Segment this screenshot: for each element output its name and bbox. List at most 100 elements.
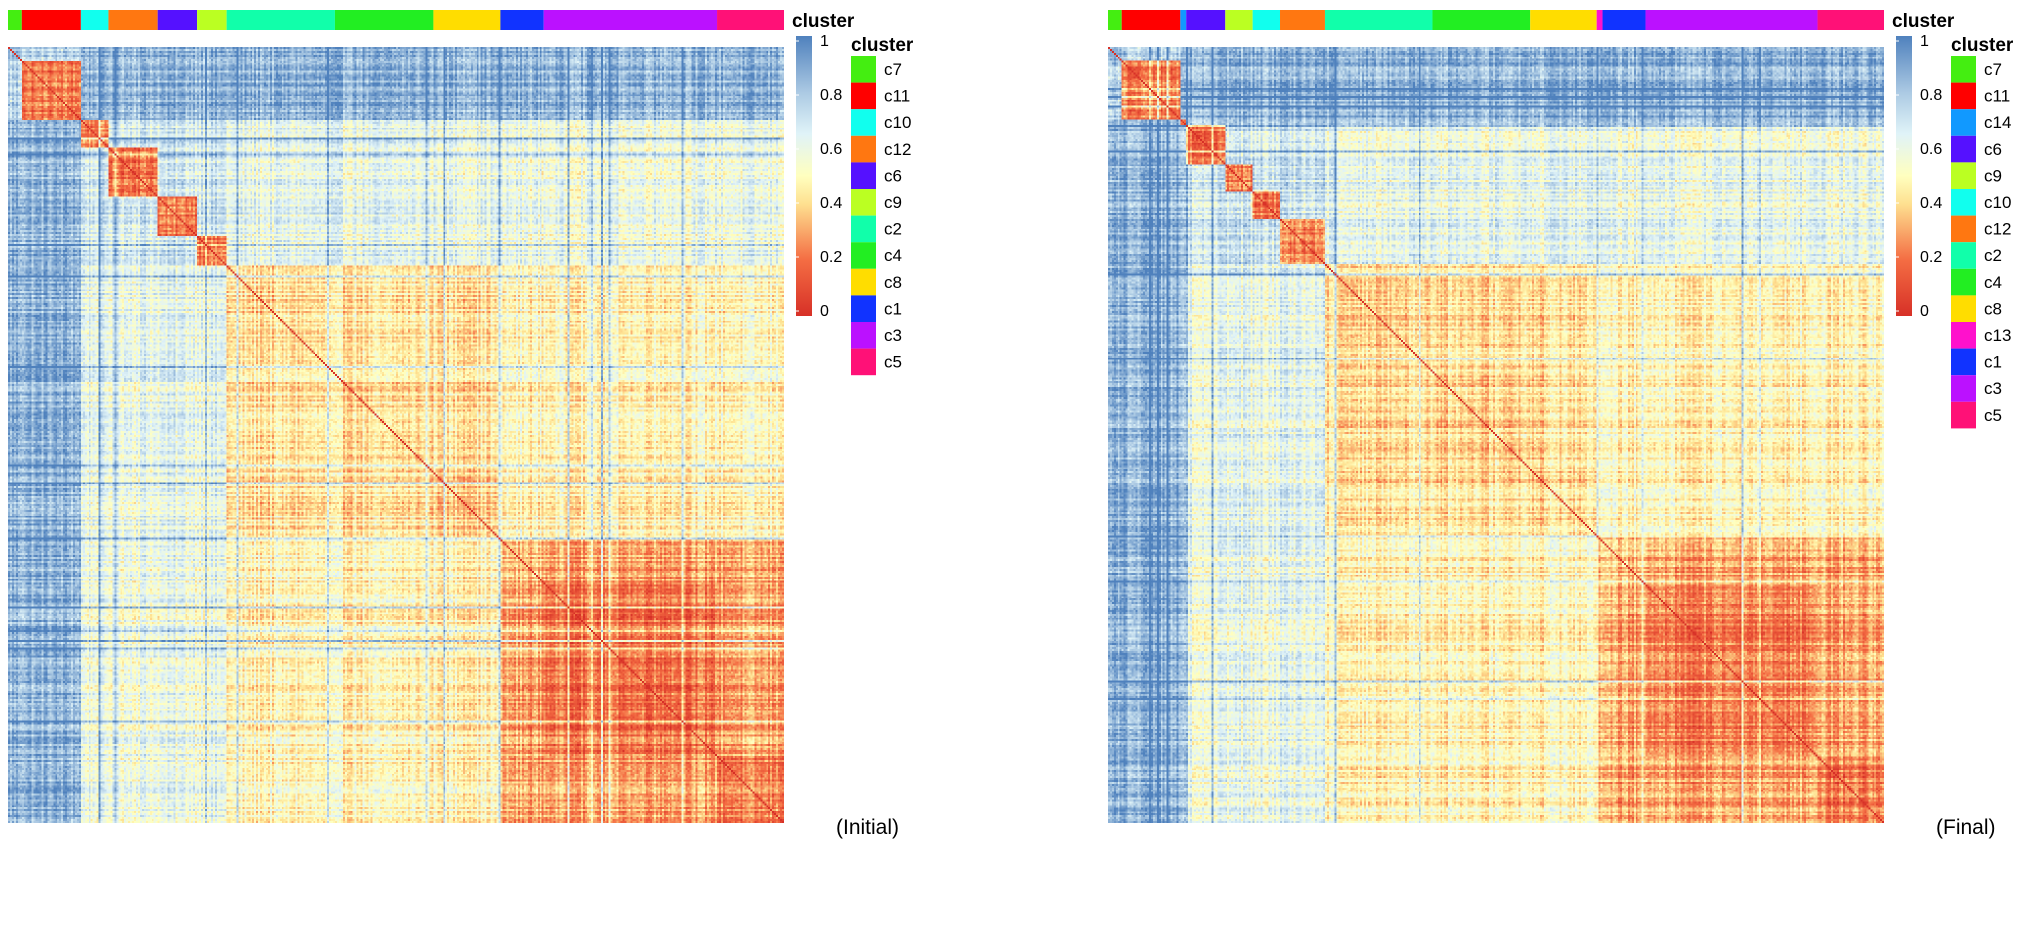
legend-label-c5: c5 — [1984, 406, 2002, 425]
colorbar — [796, 36, 812, 316]
legend-label-c8: c8 — [884, 273, 902, 292]
legend-swatch-c9 — [851, 189, 876, 216]
legend-title: cluster — [1951, 35, 2014, 56]
legend-swatch-c3 — [1951, 375, 1976, 402]
legend-label-c3: c3 — [884, 326, 902, 345]
annotation-segment-c12 — [108, 10, 158, 30]
legend-swatch-c6 — [851, 162, 876, 189]
annotation-segment-c12 — [1280, 10, 1325, 30]
legend-swatch-c5 — [1951, 401, 1976, 429]
legend-label-c10: c10 — [884, 113, 911, 132]
colorbar — [1896, 36, 1912, 316]
annotation-segment-c11 — [21, 10, 81, 30]
legend-label-c5: c5 — [884, 353, 902, 372]
colorbar-tick-label: 0.8 — [1920, 87, 1942, 104]
annotation-segment-c8 — [1530, 10, 1597, 30]
legend-swatch-c2 — [1951, 242, 1976, 269]
legend-label-c10: c10 — [1984, 193, 2011, 212]
annotation-segment-c7 — [1108, 10, 1122, 30]
legend-label-c4: c4 — [1984, 273, 2002, 292]
legend-label-c12: c12 — [1984, 220, 2011, 239]
legend-label-c2: c2 — [1984, 246, 2002, 265]
legend-label-c8: c8 — [1984, 299, 2002, 318]
legend-label-c7: c7 — [1984, 60, 2002, 79]
legend-swatch-c10 — [1951, 189, 1976, 216]
colorbar-tick-label: 0.2 — [1920, 249, 1942, 266]
annotation-segment-c14 — [1180, 10, 1187, 30]
heatmap-svg-initial: cluster10.80.60.40.20clusterc7c11c10c12c… — [8, 10, 914, 839]
colorbar-tick-label: 0.4 — [1920, 195, 1942, 212]
legend-label-c1: c1 — [884, 299, 902, 318]
annotation-segment-c11 — [1121, 10, 1181, 30]
annotation-segment-c9 — [197, 10, 227, 30]
panel-caption: (Final) — [1936, 816, 1996, 839]
legend-swatch-c11 — [1951, 82, 1976, 110]
legend-swatch-c2 — [851, 215, 876, 243]
legend-swatch-c13 — [1951, 322, 1976, 349]
annotation-title: cluster — [1892, 11, 1955, 32]
legend-label-c12: c12 — [884, 140, 911, 159]
heatmap-cells — [1108, 47, 1884, 823]
panel-caption: (Initial) — [836, 816, 899, 839]
heatmap-panel-final: cluster 1 0.8 0.6 0.4 0.2 0 cluster c7 c11 c14 c6 c9… — [1100, 0, 2019, 940]
annotation-segment-c2 — [226, 10, 335, 30]
legend-swatch-c14 — [1951, 109, 1976, 136]
legend-swatch-c8 — [1951, 295, 1976, 322]
legend-label-c1: c1 — [1984, 353, 2002, 372]
annotation-segment-c7 — [8, 10, 22, 30]
annotation-segment-c3 — [543, 10, 718, 30]
legend-label-c6: c6 — [1984, 140, 2002, 159]
colorbar-tick-label: 0.2 — [820, 249, 842, 266]
colorbar-tick-label: 0.6 — [820, 141, 842, 158]
annotation-segment-c13 — [1596, 10, 1603, 30]
legend-swatch-c12 — [1951, 215, 1976, 243]
legend-label-c2: c2 — [884, 220, 902, 239]
annotation-title: cluster — [792, 11, 855, 32]
legend-swatch-c12 — [851, 135, 876, 163]
legend-swatch-c3 — [851, 322, 876, 349]
annotation-segment-c1 — [500, 10, 544, 30]
annotation-segment-c4 — [1432, 10, 1531, 30]
legend-swatch-c7 — [1951, 56, 1976, 83]
legend-label-c11: c11 — [884, 87, 910, 106]
legend-swatch-c9 — [1951, 162, 1976, 189]
colorbar-tick-label: 1 — [1920, 33, 1929, 50]
colorbar-tick-label: 0 — [1920, 303, 1929, 320]
annotation-segment-c6 — [1186, 10, 1226, 30]
annotation-segment-c5 — [1817, 10, 1884, 30]
legend-swatch-c8 — [851, 268, 876, 296]
annotation-segment-c10 — [1252, 10, 1281, 30]
legend-label-c13: c13 — [1984, 326, 2011, 345]
legend-label-c14: c14 — [1984, 113, 2011, 132]
legend-swatch-c10 — [851, 109, 876, 136]
annotation-segment-c3 — [1645, 10, 1818, 30]
colorbar-tick-label: 0.6 — [1920, 141, 1942, 158]
legend-swatch-c4 — [1951, 268, 1976, 296]
legend-label-c4: c4 — [884, 246, 902, 265]
colorbar-tick-label: 0.8 — [820, 87, 842, 104]
legend-label-c3: c3 — [1984, 379, 2002, 398]
legend-swatch-c11 — [851, 82, 876, 110]
legend-swatch-c7 — [851, 56, 876, 83]
annotation-segment-c10 — [80, 10, 109, 30]
legend-swatch-c1 — [851, 295, 876, 322]
heatmap-cells — [8, 47, 784, 823]
legend-title: cluster — [851, 35, 914, 56]
legend-label-c7: c7 — [884, 60, 902, 79]
heatmap-svg-final: cluster10.80.60.40.20clusterc7c11c14c6c9… — [1108, 10, 2014, 839]
legend-label-c9: c9 — [1984, 166, 2002, 185]
annotation-segment-c2 — [1324, 10, 1433, 30]
annotation-segment-c8 — [433, 10, 501, 30]
colorbar-tick-label: 0 — [820, 303, 829, 320]
annotation-segment-c9 — [1225, 10, 1253, 30]
legend-swatch-c1 — [1951, 348, 1976, 376]
colorbar-tick-label: 1 — [820, 33, 829, 50]
annotation-segment-c5 — [717, 10, 784, 30]
legend-swatch-c4 — [851, 242, 876, 269]
colorbar-tick-label: 0.4 — [820, 195, 842, 212]
legend-label-c6: c6 — [884, 166, 902, 185]
annotation-segment-c6 — [157, 10, 198, 30]
legend-swatch-c5 — [851, 348, 876, 376]
annotation-segment-c1 — [1602, 10, 1646, 30]
annotation-segment-c4 — [334, 10, 434, 30]
